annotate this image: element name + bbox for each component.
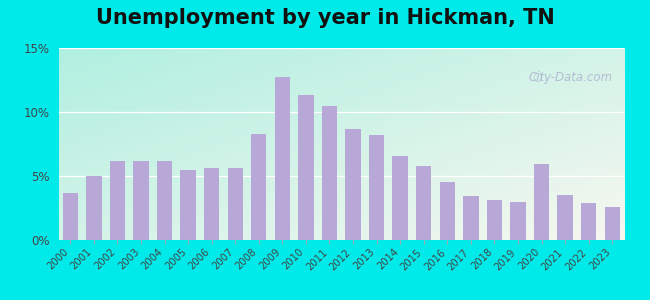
Bar [251,134,266,240]
Bar [110,160,125,240]
Bar [204,168,219,240]
Bar [322,106,337,240]
Bar [275,77,290,240]
Text: City-Data.com: City-Data.com [528,71,613,84]
Text: Unemployment by year in Hickman, TN: Unemployment by year in Hickman, TN [96,8,554,28]
Bar [86,176,101,240]
Bar [62,193,78,240]
Bar [345,129,361,240]
Bar [369,135,384,240]
Bar [298,95,313,240]
Bar [581,203,596,240]
Bar [558,195,573,240]
Bar [439,182,455,240]
Bar [157,160,172,240]
Bar [463,196,478,240]
Bar [393,155,408,240]
Bar [181,169,196,240]
Bar [534,164,549,240]
Bar [133,160,149,240]
Bar [604,207,620,240]
Bar [510,202,526,240]
Bar [487,200,502,240]
Text: ○: ○ [532,71,542,81]
Bar [227,168,243,240]
Bar [416,166,432,240]
